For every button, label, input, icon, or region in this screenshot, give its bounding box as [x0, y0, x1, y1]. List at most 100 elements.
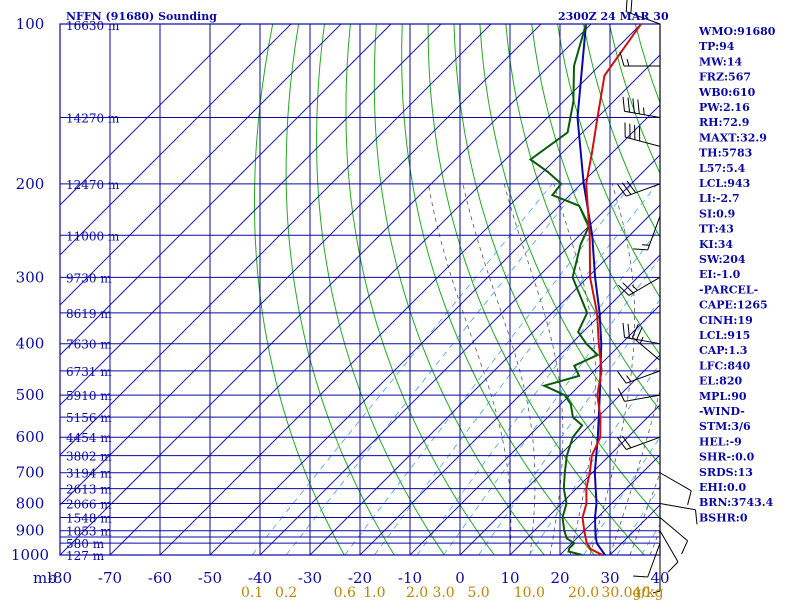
pressure-tick-label: 600 — [16, 428, 45, 446]
wind-barb — [617, 370, 661, 384]
chart-timestamp: 2300Z 24 MAR 30 — [558, 10, 669, 23]
barb-flag-full — [617, 437, 627, 450]
wind-barb — [659, 503, 698, 525]
index-value: WMO:91680 — [698, 25, 776, 38]
barb-shaft — [626, 370, 661, 384]
index-value: RH:72.9 — [699, 116, 749, 129]
temperature-tick-label: -20 — [348, 569, 372, 587]
wind-barb — [622, 322, 661, 345]
barb-flag-full — [626, 180, 637, 193]
isotherm — [60, 24, 292, 256]
mixing-ratio-label: 0.6 — [334, 585, 356, 600]
wind-barb — [659, 472, 692, 506]
height-label: 2613 m — [66, 483, 112, 497]
index-value: LFC:840 — [699, 359, 751, 372]
index-value: FRZ:567 — [699, 71, 751, 84]
barb-flag-full — [681, 540, 689, 555]
temperature-tick-label: -40 — [248, 569, 272, 587]
barb-shaft — [626, 11, 661, 25]
isotherm — [259, 154, 660, 555]
isotherm — [60, 24, 342, 306]
isotherm — [209, 104, 660, 555]
isotherm — [359, 254, 660, 555]
wind-barb — [618, 276, 661, 296]
temperature-tick-label: 10 — [500, 569, 519, 587]
wind-barb — [631, 323, 661, 361]
mixing-ratio-label: 10.0 — [514, 585, 545, 600]
wind-barb — [652, 555, 661, 594]
index-value: SRDS:13 — [699, 466, 753, 479]
pressure-unit-label: mb — [33, 569, 57, 587]
mixing-ratio-label: 5.0 — [467, 585, 489, 600]
isotherm — [60, 24, 442, 406]
barb-flag-full — [627, 97, 630, 113]
barb-shaft — [659, 503, 696, 511]
index-value: LCL:943 — [699, 177, 750, 190]
mixing-ratio-label: 0.2 — [275, 585, 297, 600]
index-value: L57:5.4 — [699, 162, 746, 175]
mixing-ratio-line — [285, 183, 582, 555]
index-value: -WIND- — [699, 405, 745, 418]
moist-adiabat — [503, 183, 564, 555]
barb-shaft — [624, 336, 661, 345]
barb-flag-full — [617, 371, 627, 384]
barb-flag-half — [642, 244, 650, 246]
index-value: STM:3/6 — [699, 420, 751, 433]
barb-shaft — [626, 183, 661, 197]
height-label: 3194 m — [66, 467, 112, 481]
height-label: 5910 m — [66, 389, 112, 403]
barb-flag-full — [619, 51, 625, 67]
index-value: BRN:3743.4 — [699, 496, 774, 509]
barb-shaft — [624, 394, 661, 402]
index-value: KI:34 — [699, 238, 733, 251]
index-value: BSHR:0 — [699, 511, 748, 524]
index-value: TT:43 — [699, 223, 734, 236]
mixing-ratio-label: 1.0 — [363, 585, 385, 600]
barb-shaft — [626, 436, 661, 450]
barb-flag-full — [621, 182, 632, 195]
mixing-ratio-label: 2.0 — [406, 585, 428, 600]
wind-barb — [659, 530, 679, 573]
pressure-tick-label: 200 — [16, 175, 45, 193]
wind-barb — [617, 435, 661, 450]
isotherm — [159, 54, 660, 555]
height-label: 14270 m — [66, 112, 120, 126]
barb-shaft — [625, 136, 661, 147]
index-value: CAP:1.3 — [699, 344, 747, 357]
mixing-ratio-label: 20.0 — [568, 585, 599, 600]
wind-barb — [622, 96, 661, 118]
barb-shaft — [628, 276, 661, 296]
barb-shaft — [659, 530, 679, 563]
temperature-tick-label: -70 — [98, 569, 122, 587]
barb-shaft — [647, 215, 661, 251]
height-label: 12470 m — [66, 178, 120, 192]
index-value: WB0:610 — [698, 86, 756, 99]
mixing-ratio-label: 0.1 — [241, 585, 263, 600]
barb-flag-full — [695, 509, 698, 525]
height-label: 11000 m — [66, 229, 120, 243]
barb-flag-full — [630, 0, 633, 14]
wind-barb — [633, 215, 661, 251]
temperature-tick-label: -80 — [48, 569, 72, 587]
isotherm — [60, 24, 492, 456]
isotherm — [409, 304, 660, 555]
temperature-tick-label: -60 — [148, 569, 172, 587]
index-value: MPL:90 — [699, 390, 747, 403]
index-value: MAXT:32.9 — [699, 131, 767, 144]
mixing-ratio-label: 30.0 — [601, 585, 632, 600]
index-value: CINH:19 — [699, 314, 753, 327]
height-label: 9730 m — [66, 271, 112, 285]
isotherm — [559, 454, 660, 555]
barb-flag-full — [637, 99, 640, 114]
pressure-tick-label: 800 — [16, 495, 45, 513]
moist-adiabat — [462, 183, 536, 555]
index-value: CAPE:1265 — [699, 299, 768, 312]
height-label: 5156 m — [66, 411, 112, 425]
barb-flag-full — [667, 561, 679, 573]
pressure-tick-label: 700 — [16, 464, 45, 482]
wind-barb — [619, 51, 661, 67]
barb-flag-half — [626, 58, 630, 67]
barb-flag-half — [639, 336, 644, 344]
temperature-tick-label: 0 — [455, 569, 465, 587]
isotherm — [109, 24, 642, 555]
